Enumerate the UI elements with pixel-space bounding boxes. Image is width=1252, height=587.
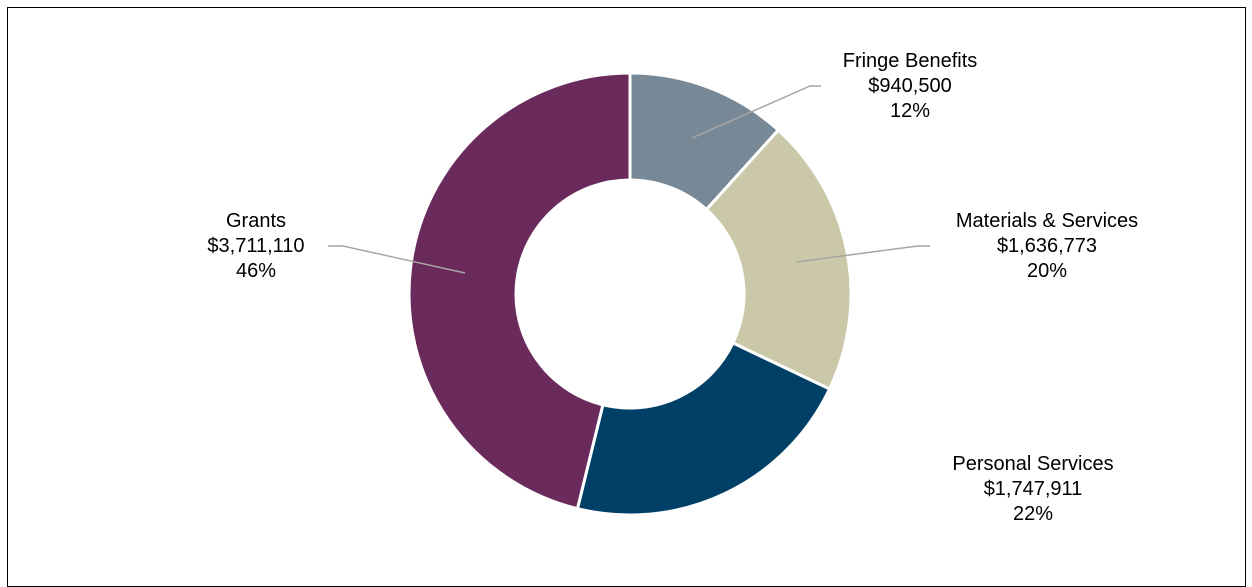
data-label-personal-services-name: Personal Services xyxy=(952,453,1113,475)
data-label-grants-name: Grants xyxy=(226,210,286,232)
data-label-personal-services-percent: 22% xyxy=(1013,503,1053,525)
data-label-materials-and-services-value: $1,636,773 xyxy=(997,235,1097,257)
data-label-grants-percent: 46% xyxy=(236,260,276,282)
data-label-personal-services-value: $1,747,911 xyxy=(984,478,1083,500)
leader-line-fringe-benefits xyxy=(691,85,821,139)
data-label-materials-and-services-percent: 20% xyxy=(1027,260,1067,282)
data-label-grants-value: $3,711,110 xyxy=(207,235,304,257)
slice-grants[interactable] xyxy=(407,71,632,511)
slice-personal-services[interactable] xyxy=(575,341,832,517)
leader-line-grants xyxy=(328,245,466,274)
slice-materials-and-services[interactable] xyxy=(704,128,853,391)
data-label-materials-and-services-name: Materials & Services xyxy=(956,210,1138,232)
leader-line-materials-and-services xyxy=(795,245,930,263)
data-label-fringe-benefits-value: $940,500 xyxy=(868,75,951,97)
data-label-fringe-benefits-percent: 12% xyxy=(890,100,930,122)
data-label-fringe-benefits-name: Fringe Benefits xyxy=(843,50,978,72)
